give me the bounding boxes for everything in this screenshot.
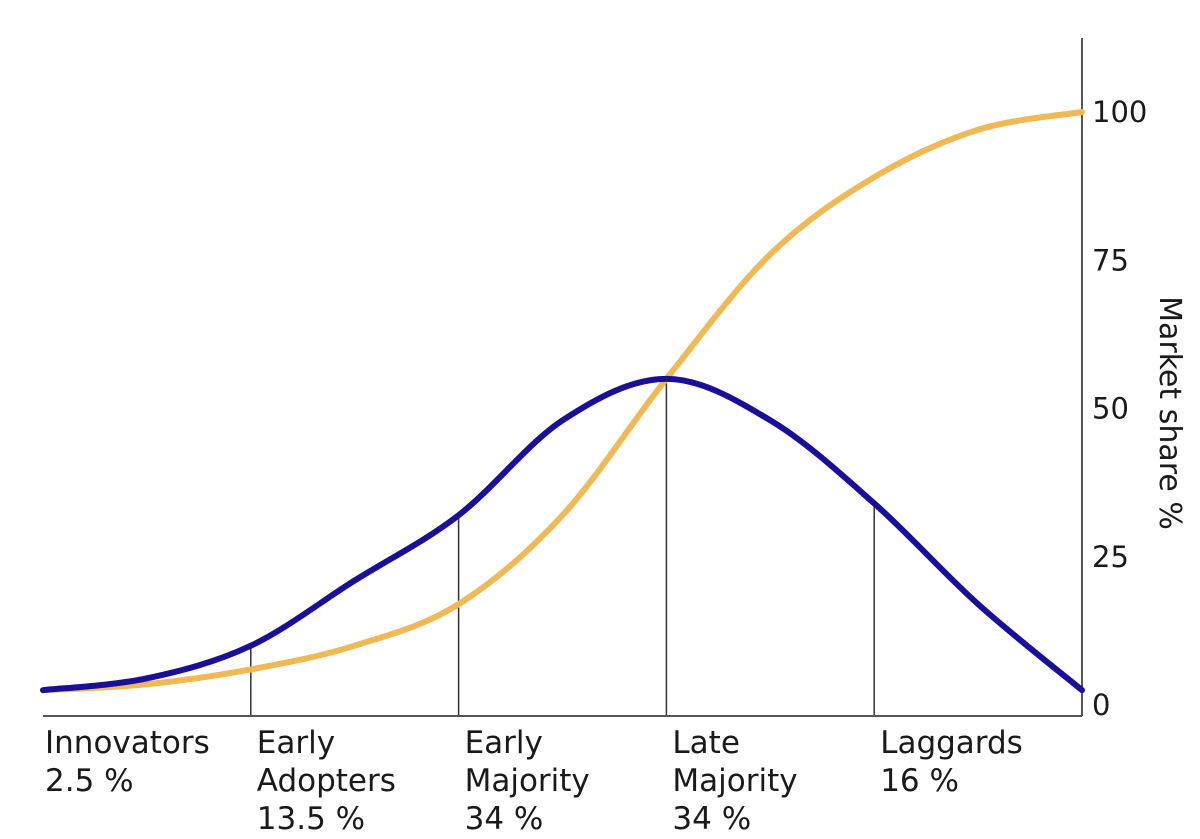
bell-curve-line xyxy=(40,375,1085,694)
segment-label-line: Majority xyxy=(465,763,590,799)
y-axis-title: Market share % xyxy=(1152,296,1187,530)
segment-label-line: 13.5 % xyxy=(257,801,365,837)
segment-label-line: 34 % xyxy=(465,801,544,837)
segment-label-line: Majority xyxy=(672,763,797,799)
segment-label-line: Late xyxy=(672,725,740,761)
segment-label-line: Innovators xyxy=(45,725,210,761)
segment-boundary-lines xyxy=(250,378,875,716)
segment-label-line: Adopters xyxy=(257,763,396,799)
y-tick-label: 0 xyxy=(1092,688,1110,722)
s-curve-line xyxy=(40,109,1085,694)
segment-label-line: 16 % xyxy=(880,763,959,799)
y-tick-label: 25 xyxy=(1092,540,1129,574)
y-tick-label: 100 xyxy=(1092,95,1147,129)
y-tick-label: 75 xyxy=(1092,243,1129,277)
segment-label-line: Early xyxy=(257,725,335,761)
y-tick-label: 50 xyxy=(1092,392,1129,426)
series-lines xyxy=(40,109,1085,694)
segment-label-line: 2.5 % xyxy=(45,763,134,799)
segment-label-line: 34 % xyxy=(672,801,751,837)
segment-label-line: Laggards xyxy=(880,725,1023,761)
segment-label-line: Early xyxy=(465,725,543,761)
y-axis-ticks: 0 25 50 75 100 xyxy=(1092,95,1147,722)
